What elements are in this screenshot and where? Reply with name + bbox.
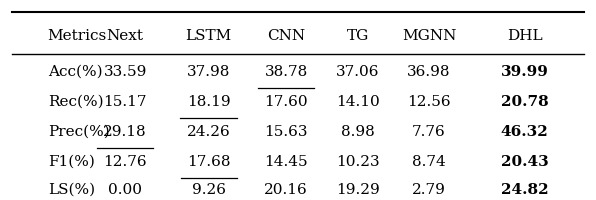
Text: 29.18: 29.18 <box>103 125 147 139</box>
Text: 8.98: 8.98 <box>341 125 374 139</box>
Text: 24.82: 24.82 <box>501 183 548 197</box>
Text: 46.32: 46.32 <box>501 125 548 139</box>
Text: F1(%): F1(%) <box>48 155 95 169</box>
Text: 15.63: 15.63 <box>265 125 308 139</box>
Text: 15.17: 15.17 <box>104 95 147 109</box>
Text: 37.06: 37.06 <box>336 65 379 79</box>
Text: Prec(%): Prec(%) <box>48 125 110 139</box>
Text: Next: Next <box>107 29 144 43</box>
Text: 37.98: 37.98 <box>187 65 230 79</box>
Text: 20.43: 20.43 <box>501 155 548 169</box>
Text: 12.56: 12.56 <box>407 95 451 109</box>
Text: DHL: DHL <box>507 29 542 43</box>
Text: LS(%): LS(%) <box>48 183 95 197</box>
Text: LSTM: LSTM <box>185 29 232 43</box>
Text: 17.60: 17.60 <box>264 95 308 109</box>
Text: 10.23: 10.23 <box>336 155 380 169</box>
Text: Rec(%): Rec(%) <box>48 95 103 109</box>
Text: 0.00: 0.00 <box>108 183 142 197</box>
Text: Metrics: Metrics <box>48 29 107 43</box>
Text: 39.99: 39.99 <box>501 65 548 79</box>
Text: 36.98: 36.98 <box>408 65 451 79</box>
Text: 14.45: 14.45 <box>264 155 308 169</box>
Text: 9.26: 9.26 <box>191 183 226 197</box>
Text: TG: TG <box>346 29 369 43</box>
Text: 20.16: 20.16 <box>264 183 308 197</box>
Text: 17.68: 17.68 <box>187 155 230 169</box>
Text: 18.19: 18.19 <box>187 95 231 109</box>
Text: 12.76: 12.76 <box>103 155 147 169</box>
Text: 14.10: 14.10 <box>336 95 380 109</box>
Text: 2.79: 2.79 <box>412 183 446 197</box>
Text: 38.78: 38.78 <box>265 65 308 79</box>
Text: Acc(%): Acc(%) <box>48 65 103 79</box>
Text: MGNN: MGNN <box>402 29 457 43</box>
Text: CNN: CNN <box>267 29 305 43</box>
Text: 24.26: 24.26 <box>187 125 231 139</box>
Text: 20.78: 20.78 <box>501 95 548 109</box>
Text: 33.59: 33.59 <box>104 65 147 79</box>
Text: 19.29: 19.29 <box>336 183 380 197</box>
Text: 8.74: 8.74 <box>412 155 446 169</box>
Text: 7.76: 7.76 <box>412 125 446 139</box>
